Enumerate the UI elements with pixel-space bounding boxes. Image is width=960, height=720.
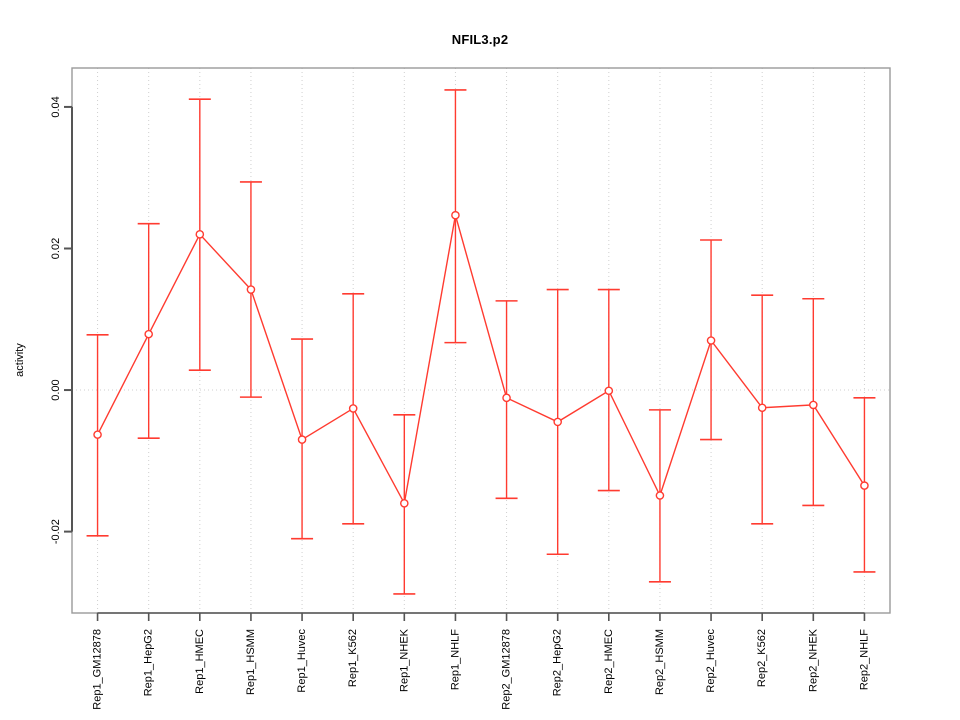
data-series <box>86 89 876 595</box>
x-axis-tick-label: Rep2_NHLF <box>858 629 870 690</box>
grid-lines <box>72 68 890 613</box>
x-axis-tick-label: Rep1_NHLF <box>449 629 461 690</box>
x-axis-tick-label: Rep2_NHEK <box>807 628 819 692</box>
x-axis-tick-label: Rep2_HepG2 <box>552 629 564 696</box>
chart-title: NFIL3.p2 <box>451 32 509 47</box>
y-axis-tick-label: 0.00 <box>50 379 62 400</box>
data-point-marker <box>144 329 153 339</box>
data-point-marker <box>451 210 460 220</box>
data-point-marker <box>757 403 767 413</box>
data-point-marker <box>809 400 818 410</box>
data-point-marker <box>297 435 307 444</box>
x-axis-tick-label: Rep1_HepG2 <box>143 629 155 696</box>
y-axis-tick-label: 0.02 <box>50 238 62 259</box>
x-axis-tick-label: Rep2_HMEC <box>603 629 615 694</box>
x-axis-tick-label: Rep2_Huvec <box>705 629 717 693</box>
x-axis-tick-label: Rep1_NHEK <box>398 628 410 692</box>
x-axis-tick-label: Rep1_HMEC <box>194 629 206 694</box>
data-point-marker <box>655 491 665 500</box>
data-point-marker <box>604 386 614 396</box>
x-axis-tick-label: Rep2_HSMM <box>654 629 666 695</box>
x-axis-tick-label: Rep2_K562 <box>756 629 768 687</box>
y-axis: 0.04 0.02 0.00 -0.02 <box>50 96 73 544</box>
data-point-marker <box>400 498 409 508</box>
x-axis-tick-label: Rep1_HSMM <box>245 629 257 695</box>
series-line <box>96 215 866 506</box>
plot-border <box>71 67 891 614</box>
data-point-marker <box>706 336 716 345</box>
data-point-marker <box>860 481 869 490</box>
data-point-marker <box>195 230 205 239</box>
x-axis: Rep1_GM12878 Rep1_HepG2 Rep1_HMEC Rep1_HSMM… <box>92 612 870 710</box>
data-point-marker <box>93 430 102 439</box>
x-axis-tick-label: Rep1_K562 <box>347 629 359 687</box>
x-axis-tick-label: Rep2_GM12878 <box>501 629 513 710</box>
y-axis-tick-label: -0.02 <box>50 519 62 544</box>
y-axis-tick-label: 0.04 <box>50 96 62 117</box>
data-point-marker <box>553 417 562 427</box>
data-point-marker <box>348 404 358 413</box>
data-point-marker <box>246 285 256 294</box>
x-axis-tick-label: Rep1_GM12878 <box>92 629 104 710</box>
plot-frame <box>71 67 891 614</box>
data-point-marker <box>502 393 511 403</box>
x-axis-tick-label: Rep1_Huvec <box>296 629 308 693</box>
